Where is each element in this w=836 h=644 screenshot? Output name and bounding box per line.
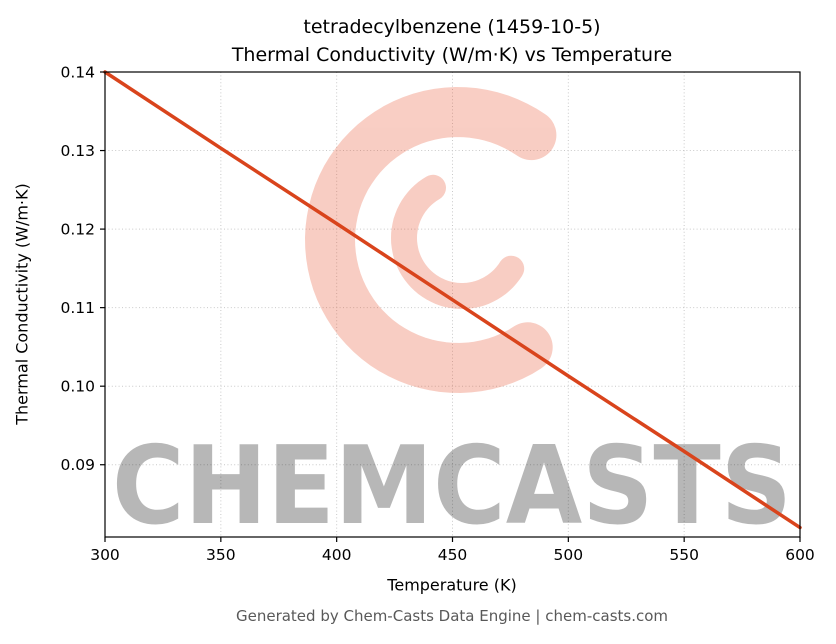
y-tick-label: 0.10 <box>60 378 95 396</box>
y-axis-label: Thermal Conductivity (W/m·K) <box>12 183 32 425</box>
y-tick-label: 0.13 <box>60 142 95 160</box>
x-tick-label: 300 <box>90 546 120 564</box>
x-tick-label: 400 <box>322 546 352 564</box>
footer-credit: Generated by Chem-Casts Data Engine | ch… <box>235 607 669 625</box>
chart-title: tetradecylbenzene (1459-10-5) <box>303 16 601 38</box>
x-tick-label: 600 <box>785 546 815 564</box>
x-tick-label: 450 <box>438 546 468 564</box>
x-tick-label: 500 <box>554 546 584 564</box>
x-axis-label: Temperature (K) <box>387 575 517 595</box>
watermark-text: CHEMCASTS <box>112 424 792 549</box>
x-tick-label: 550 <box>669 546 699 564</box>
x-tick-label: 350 <box>206 546 236 564</box>
y-tick-label: 0.09 <box>60 456 95 474</box>
y-tick-label: 0.14 <box>60 64 95 82</box>
y-tick-label: 0.12 <box>60 221 95 239</box>
chemcasts-logo-icon <box>304 86 557 394</box>
thermal-conductivity-line <box>103 70 802 530</box>
y-tick-label: 0.11 <box>60 299 95 317</box>
chart-subtitle: Thermal Conductivity (W/m·K) vs Temperat… <box>231 44 673 66</box>
